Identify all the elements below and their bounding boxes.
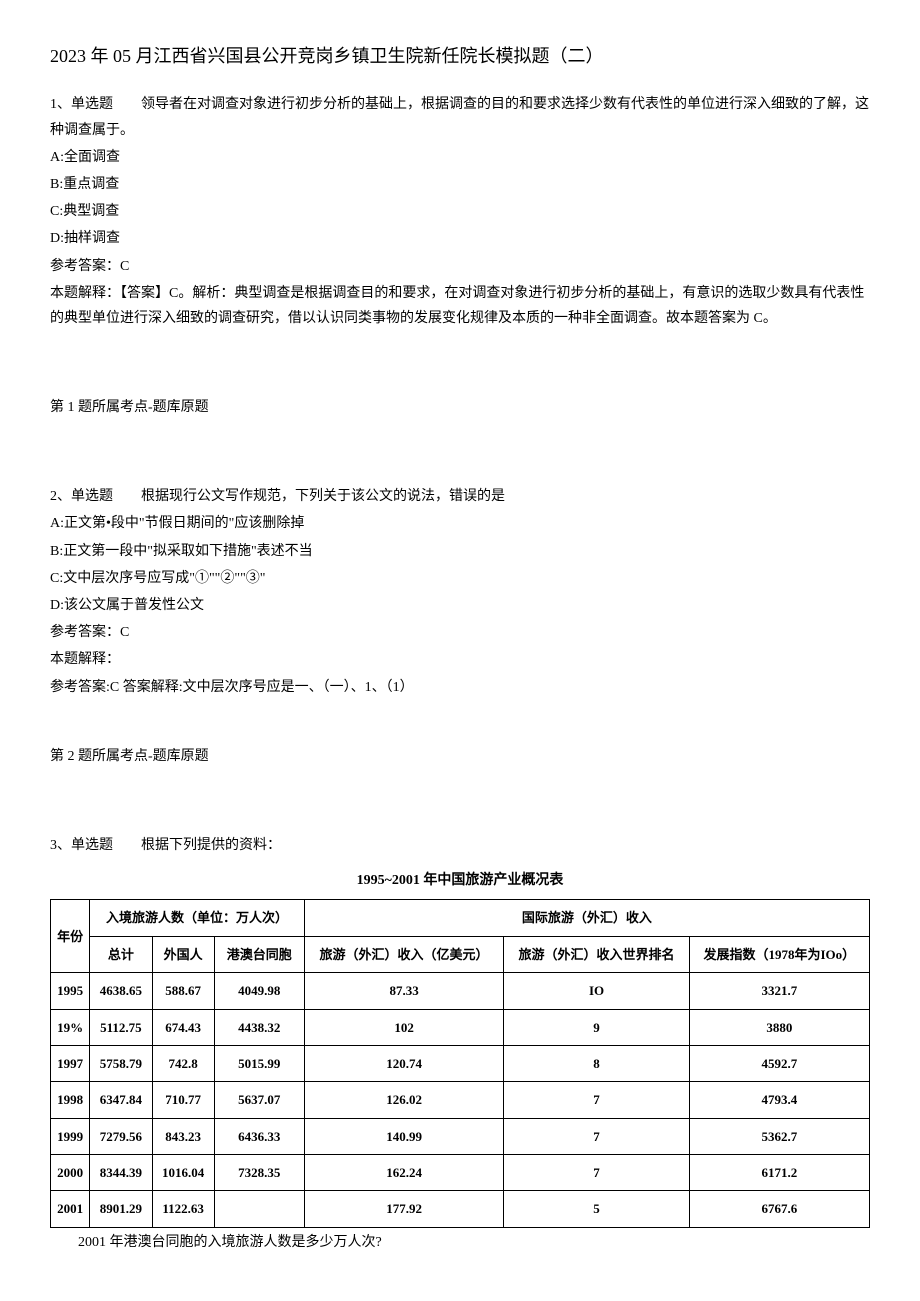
q1-option-b: B:重点调查 bbox=[50, 172, 870, 197]
cell-rank: 9 bbox=[504, 1009, 689, 1045]
q1-stem: 1、单选题 领导者在对调查对象进行初步分析的基础上，根据调查的目的和要求选择少数… bbox=[50, 92, 870, 142]
th-index: 发展指数（1978年为IOo） bbox=[689, 936, 869, 972]
table-row: 1997 5758.79 742.8 5015.99 120.74 8 4592… bbox=[51, 1045, 870, 1081]
table-header-row2: 总计 外国人 港澳台同胞 旅游（外汇）收入（亿美元） 旅游（外汇）收入世界排名 … bbox=[51, 936, 870, 972]
cell-foreign: 843.23 bbox=[152, 1118, 214, 1154]
q1-tag: 第 1 题所属考点-题库原题 bbox=[50, 395, 870, 420]
table-row: 2000 8344.39 1016.04 7328.35 162.24 7 61… bbox=[51, 1155, 870, 1191]
q2-explain2: 参考答案:C 答案解释:文中层次序号应是一、（一）、1、（1） bbox=[50, 675, 870, 700]
th-rank: 旅游（外汇）收入世界排名 bbox=[504, 936, 689, 972]
th-hkmotw: 港澳台同胞 bbox=[214, 936, 304, 972]
table-row: 1999 7279.56 843.23 6436.33 140.99 7 536… bbox=[51, 1118, 870, 1154]
cell-foreign: 588.67 bbox=[152, 973, 214, 1009]
cell-total: 7279.56 bbox=[90, 1118, 152, 1154]
cell-year: 1995 bbox=[51, 973, 90, 1009]
cell-total: 6347.84 bbox=[90, 1082, 152, 1118]
cell-hkmotw: 7328.35 bbox=[214, 1155, 304, 1191]
q2-explain1: 本题解释： bbox=[50, 647, 870, 672]
q1-option-c: C:典型调查 bbox=[50, 199, 870, 224]
table-body: 1995 4638.65 588.67 4049.98 87.33 IO 332… bbox=[51, 973, 870, 1228]
cell-year: 2001 bbox=[51, 1191, 90, 1227]
q1-explain: 本题解释：【答案】C。解析：典型调查是根据调查目的和要求，在对调查对象进行初步分… bbox=[50, 281, 870, 331]
cell-hkmotw: 6436.33 bbox=[214, 1118, 304, 1154]
cell-foreign: 674.43 bbox=[152, 1009, 214, 1045]
cell-year: 1999 bbox=[51, 1118, 90, 1154]
cell-index: 3321.7 bbox=[689, 973, 869, 1009]
cell-income: 162.24 bbox=[304, 1155, 504, 1191]
table-header-row1: 年份 入境旅游人数（单位：万人次） 国际旅游（外汇）收入 bbox=[51, 900, 870, 936]
table-row: 1998 6347.84 710.77 5637.07 126.02 7 479… bbox=[51, 1082, 870, 1118]
cell-index: 4793.4 bbox=[689, 1082, 869, 1118]
cell-income: 120.74 bbox=[304, 1045, 504, 1081]
cell-foreign: 742.8 bbox=[152, 1045, 214, 1081]
cell-total: 5758.79 bbox=[90, 1045, 152, 1081]
cell-rank: 7 bbox=[504, 1155, 689, 1191]
q2-answer: 参考答案：C bbox=[50, 620, 870, 645]
q2-stem: 2、单选题 根据现行公文写作规范，下列关于该公文的说法，错误的是 bbox=[50, 484, 870, 509]
cell-hkmotw bbox=[214, 1191, 304, 1227]
table-title: 1995~2001 年中国旅游产业概况表 bbox=[50, 868, 870, 893]
cell-income: 126.02 bbox=[304, 1082, 504, 1118]
cell-index: 3880 bbox=[689, 1009, 869, 1045]
q1-option-a: A:全面调查 bbox=[50, 145, 870, 170]
q2-option-c: C:文中层次序号应写成"①""②""③" bbox=[50, 566, 870, 591]
th-year: 年份 bbox=[51, 900, 90, 973]
q3-stem: 3、单选题 根据下列提供的资料： bbox=[50, 833, 870, 858]
cell-foreign: 1122.63 bbox=[152, 1191, 214, 1227]
cell-total: 5112.75 bbox=[90, 1009, 152, 1045]
table-row: 1995 4638.65 588.67 4049.98 87.33 IO 332… bbox=[51, 973, 870, 1009]
cell-rank: IO bbox=[504, 973, 689, 1009]
cell-rank: 7 bbox=[504, 1082, 689, 1118]
th-income: 旅游（外汇）收入（亿美元） bbox=[304, 936, 504, 972]
cell-year: 2000 bbox=[51, 1155, 90, 1191]
table-row: 19% 5112.75 674.43 4438.32 102 9 3880 bbox=[51, 1009, 870, 1045]
cell-year: 1997 bbox=[51, 1045, 90, 1081]
cell-income: 177.92 bbox=[304, 1191, 504, 1227]
cell-index: 6171.2 bbox=[689, 1155, 869, 1191]
cell-income: 87.33 bbox=[304, 973, 504, 1009]
table-row: 2001 8901.29 1122.63 177.92 5 6767.6 bbox=[51, 1191, 870, 1227]
th-intl: 国际旅游（外汇）收入 bbox=[304, 900, 869, 936]
cell-index: 5362.7 bbox=[689, 1118, 869, 1154]
cell-rank: 5 bbox=[504, 1191, 689, 1227]
cell-hkmotw: 5015.99 bbox=[214, 1045, 304, 1081]
th-inbound: 入境旅游人数（单位：万人次） bbox=[90, 900, 304, 936]
cell-rank: 7 bbox=[504, 1118, 689, 1154]
q3-question: 2001 年港澳台同胞的入境旅游人数是多少万人次? bbox=[50, 1230, 870, 1255]
page-title: 2023 年 05 月江西省兴国县公开竞岗乡镇卫生院新任院长模拟题（二） bbox=[50, 40, 870, 72]
cell-hkmotw: 5637.07 bbox=[214, 1082, 304, 1118]
cell-index: 6767.6 bbox=[689, 1191, 869, 1227]
cell-rank: 8 bbox=[504, 1045, 689, 1081]
tourism-table: 年份 入境旅游人数（单位：万人次） 国际旅游（外汇）收入 总计 外国人 港澳台同… bbox=[50, 899, 870, 1228]
cell-hkmotw: 4049.98 bbox=[214, 973, 304, 1009]
cell-hkmotw: 4438.32 bbox=[214, 1009, 304, 1045]
q2-option-b: B:正文第一段中"拟采取如下措施"表述不当 bbox=[50, 539, 870, 564]
cell-total: 8344.39 bbox=[90, 1155, 152, 1191]
cell-foreign: 1016.04 bbox=[152, 1155, 214, 1191]
cell-year: 1998 bbox=[51, 1082, 90, 1118]
q2-tag: 第 2 题所属考点-题库原题 bbox=[50, 744, 870, 769]
q2-option-d: D:该公文属于普发性公文 bbox=[50, 593, 870, 618]
cell-year: 19% bbox=[51, 1009, 90, 1045]
cell-foreign: 710.77 bbox=[152, 1082, 214, 1118]
th-foreign: 外国人 bbox=[152, 936, 214, 972]
cell-total: 8901.29 bbox=[90, 1191, 152, 1227]
cell-income: 102 bbox=[304, 1009, 504, 1045]
q2-option-a: A:正文第•段中"节假日期间的"应该删除掉 bbox=[50, 511, 870, 536]
cell-total: 4638.65 bbox=[90, 973, 152, 1009]
q1-option-d: D:抽样调查 bbox=[50, 226, 870, 251]
q1-answer: 参考答案：C bbox=[50, 254, 870, 279]
cell-index: 4592.7 bbox=[689, 1045, 869, 1081]
cell-income: 140.99 bbox=[304, 1118, 504, 1154]
th-total: 总计 bbox=[90, 936, 152, 972]
